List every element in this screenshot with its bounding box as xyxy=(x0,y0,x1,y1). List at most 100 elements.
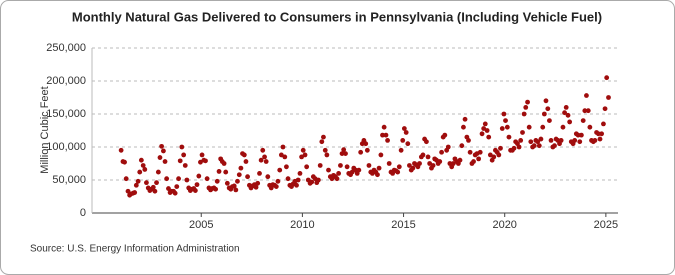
x-tick-label: 2005 xyxy=(189,219,213,231)
data-point xyxy=(400,138,406,143)
data-point xyxy=(125,188,131,194)
data-point xyxy=(295,177,301,183)
x-tick-label: 2010 xyxy=(290,219,314,231)
data-point xyxy=(375,172,380,178)
data-point xyxy=(405,141,411,147)
x-tick-label: 2015 xyxy=(391,219,415,231)
data-point xyxy=(601,121,606,127)
data-point xyxy=(265,174,271,180)
data-point xyxy=(396,164,402,170)
data-point xyxy=(338,163,343,168)
data-point xyxy=(604,75,610,81)
data-point xyxy=(255,180,261,186)
data-point xyxy=(133,182,139,188)
data-point xyxy=(562,110,567,116)
data-point xyxy=(321,134,326,140)
data-point xyxy=(243,159,249,164)
data-point xyxy=(122,159,127,165)
data-point xyxy=(324,152,330,158)
data-point xyxy=(233,187,239,193)
data-point xyxy=(543,98,549,104)
data-point xyxy=(552,143,557,149)
data-point xyxy=(479,131,485,137)
data-point xyxy=(300,147,306,153)
data-point xyxy=(476,156,482,162)
data-point xyxy=(161,148,166,154)
data-point xyxy=(154,180,159,186)
data-point xyxy=(491,154,497,160)
data-point xyxy=(358,149,364,155)
data-point xyxy=(523,105,529,110)
data-point xyxy=(516,144,522,150)
y-tick-label: 150,000 xyxy=(46,108,86,120)
data-point xyxy=(587,124,593,130)
data-point xyxy=(540,124,546,130)
data-point xyxy=(302,152,308,158)
data-point xyxy=(334,176,340,182)
data-point xyxy=(535,139,541,145)
data-point xyxy=(118,147,124,153)
data-point xyxy=(164,176,170,182)
data-point xyxy=(545,106,551,112)
data-point xyxy=(567,119,573,125)
data-point xyxy=(322,147,328,153)
data-point xyxy=(162,159,168,164)
data-point xyxy=(466,138,471,143)
data-point xyxy=(580,118,586,123)
data-point xyxy=(602,106,608,112)
data-point xyxy=(462,116,468,122)
data-point xyxy=(511,145,517,151)
data-point xyxy=(420,152,426,158)
data-point xyxy=(214,178,220,184)
data-point xyxy=(525,99,530,105)
data-point xyxy=(275,178,281,184)
data-point xyxy=(297,171,303,176)
data-point xyxy=(132,190,138,195)
data-point xyxy=(263,159,269,164)
data-point xyxy=(403,130,409,135)
data-point xyxy=(518,138,524,143)
data-point xyxy=(142,167,148,172)
data-point xyxy=(235,178,240,184)
data-point xyxy=(317,163,323,168)
data-point xyxy=(344,164,350,170)
data-point xyxy=(503,118,508,123)
data-point xyxy=(135,178,141,184)
y-tick-label: 250,000 xyxy=(46,42,86,54)
data-point xyxy=(224,180,230,186)
data-point xyxy=(309,179,315,185)
x-tick-label: 2025 xyxy=(594,219,618,231)
data-point xyxy=(482,121,488,127)
data-point xyxy=(526,124,532,130)
y-tick-label: 100,000 xyxy=(46,141,86,153)
x-tick-label: 2020 xyxy=(492,219,516,231)
data-point xyxy=(203,158,208,164)
data-point xyxy=(383,132,389,138)
data-point xyxy=(584,93,589,98)
data-point xyxy=(471,159,476,164)
data-point xyxy=(528,139,534,145)
data-point xyxy=(356,167,362,173)
data-point xyxy=(366,163,372,168)
data-point xyxy=(425,154,431,160)
data-point xyxy=(398,147,404,153)
data-point xyxy=(395,169,401,175)
data-point xyxy=(582,108,588,114)
data-point xyxy=(606,95,611,100)
data-point xyxy=(179,144,185,150)
data-point xyxy=(199,152,205,158)
data-point xyxy=(417,161,422,166)
data-point xyxy=(467,149,473,155)
data-point xyxy=(597,136,603,142)
data-point xyxy=(319,139,325,145)
y-tick-label: 0 xyxy=(80,207,86,219)
data-point xyxy=(578,132,584,138)
data-point xyxy=(336,171,342,176)
data-point xyxy=(137,169,143,175)
data-point xyxy=(343,151,348,157)
data-point xyxy=(184,177,190,183)
data-point xyxy=(572,138,578,143)
data-point xyxy=(560,124,566,130)
data-point xyxy=(531,143,537,149)
